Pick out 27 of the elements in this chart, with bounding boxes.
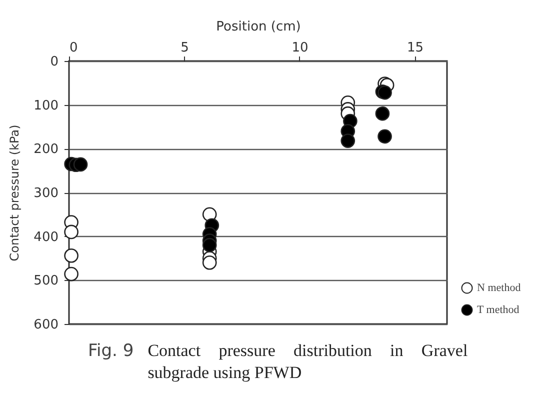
point	[202, 255, 217, 270]
legend-label: T method	[477, 304, 520, 316]
y-tick-label: 500	[34, 274, 58, 289]
y-tick-label: 200	[34, 142, 58, 158]
x-tick-label: 15	[406, 40, 424, 56]
point	[202, 238, 217, 252]
y-tick-label: 0	[50, 54, 58, 70]
legend-label: N method	[477, 282, 522, 294]
y-tick-label: 300	[34, 186, 58, 201]
x-tick-label: 10	[292, 40, 308, 56]
point	[73, 157, 88, 172]
y-tick-label: 100	[34, 98, 58, 114]
point	[64, 266, 78, 282]
y-tick-label: 600	[34, 318, 58, 332]
x-tick-label: 0	[70, 40, 78, 56]
point	[340, 134, 356, 148]
text: Contact pressure distribution in Gravel subgrade using PFWD	[148, 340, 468, 384]
point	[64, 248, 78, 263]
x-axis-title: Position (cm)	[216, 20, 301, 34]
y-tick-label: 400	[34, 230, 58, 245]
point	[378, 85, 392, 100]
x-tick-label: 5	[180, 40, 189, 56]
point	[64, 224, 78, 240]
point	[378, 129, 392, 144]
caption: Fig. 9	[88, 340, 134, 362]
point	[375, 106, 390, 121]
y-axis-title: Contact pressure (kPa)	[8, 124, 22, 262]
